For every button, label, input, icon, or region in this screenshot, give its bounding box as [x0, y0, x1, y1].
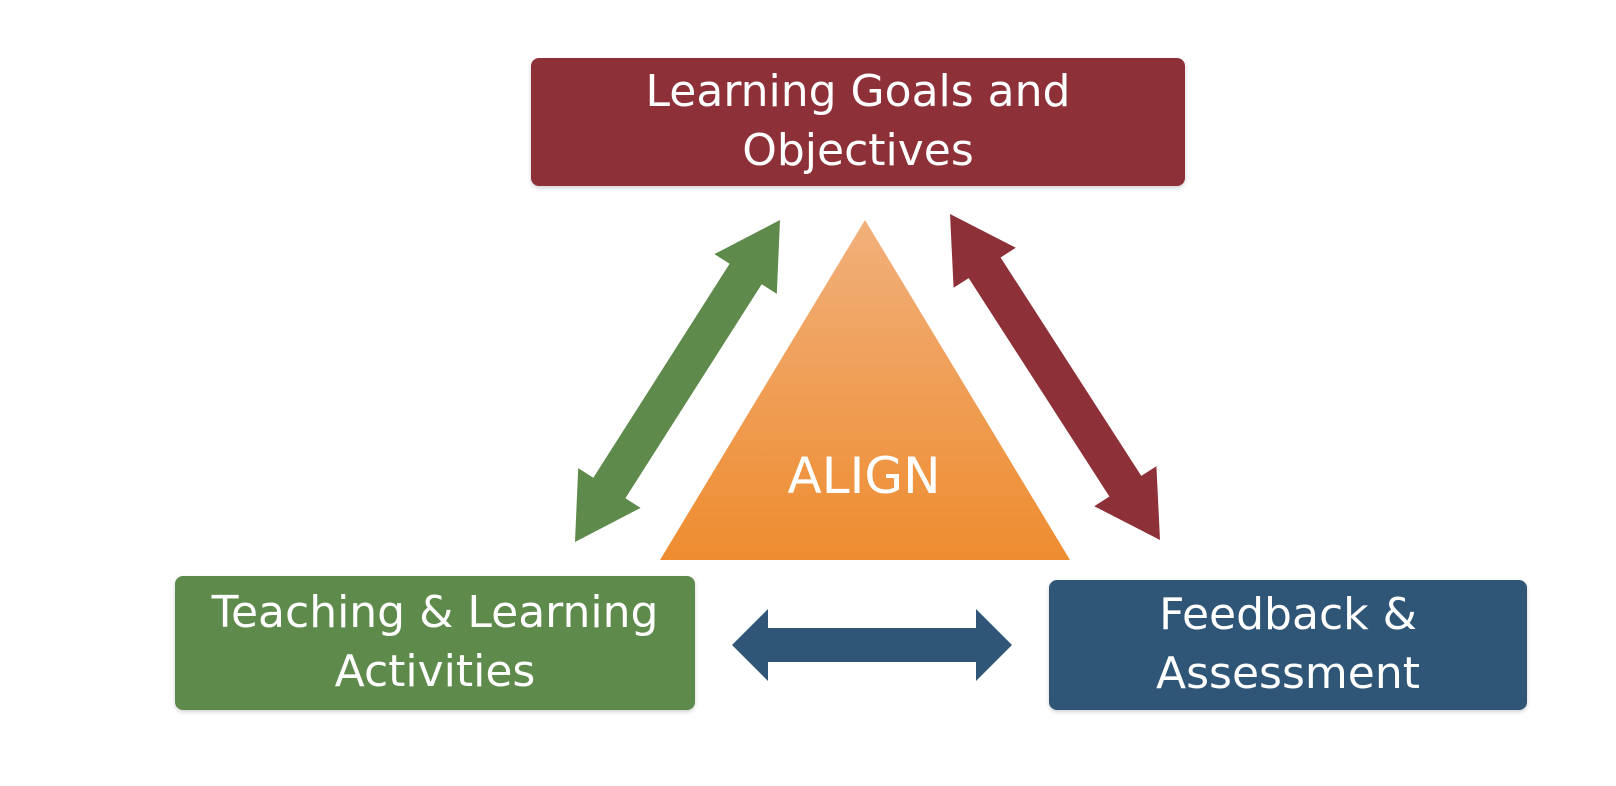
- learning-goals-label-line1: Learning Goals and: [645, 66, 1071, 118]
- goals-activities-double-arrow: [575, 220, 780, 542]
- goals-assessment-double-arrow: [950, 214, 1160, 540]
- teaching-activities-box: Teaching & Learning Activities: [175, 576, 695, 710]
- feedback-assessment-label-line1: Feedback &: [1159, 589, 1417, 641]
- align-label: ALIGN: [788, 447, 941, 505]
- learning-goals-box: Learning Goals and Objectives: [531, 58, 1185, 186]
- learning-goals-label-line2: Objectives: [742, 125, 974, 176]
- feedback-assessment-box: Feedback & Assessment: [1049, 580, 1527, 710]
- teaching-activities-label-line1: Teaching & Learning: [211, 587, 659, 639]
- align-triangle: [660, 220, 1070, 560]
- feedback-assessment-label-line2: Assessment: [1156, 648, 1420, 699]
- teaching-activities-label-line2: Activities: [334, 646, 536, 697]
- activities-assessment-double-arrow: [732, 609, 1012, 681]
